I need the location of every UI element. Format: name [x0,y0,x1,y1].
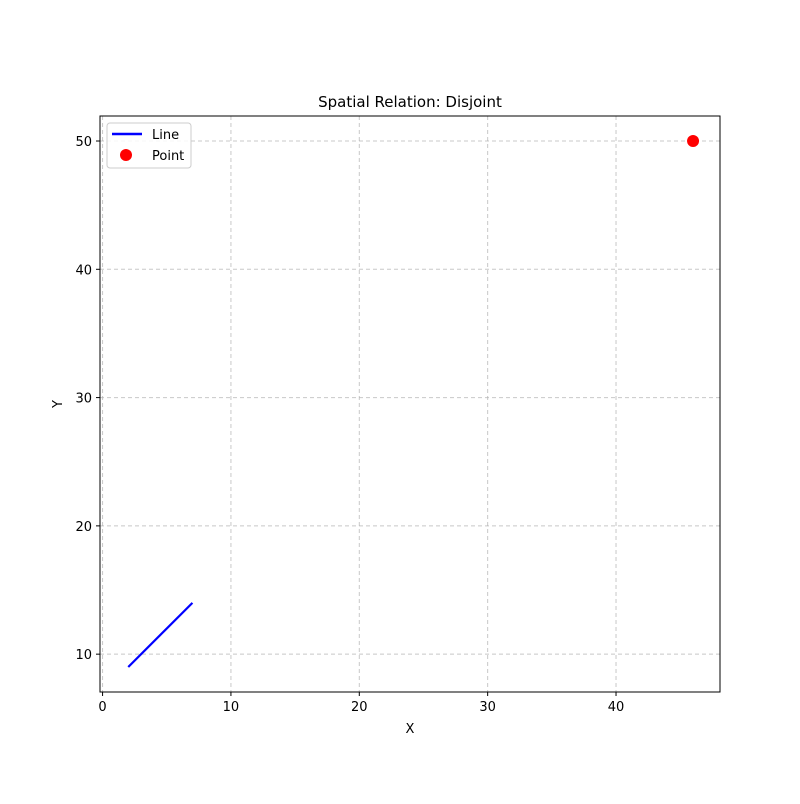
y-tick-label: 30 [75,392,92,407]
line-series [127,602,194,668]
x-tick-label: 30 [479,700,496,715]
point-marker [687,135,700,148]
x-axis-label: X [406,722,415,737]
y-tick-label: 40 [75,263,92,278]
y-tick-label: 50 [75,135,92,150]
chart-title: Spatial Relation: Disjoint [318,93,502,111]
legend-label-point: Point [152,149,184,164]
legend-point-swatch [120,149,132,161]
x-tick-label: 20 [351,700,368,715]
data-layer [127,135,700,668]
x-tick-label: 10 [223,700,240,715]
grid-layer [100,116,720,692]
y-axis-label: Y [51,400,66,409]
legend: Line Point [106,122,192,169]
x-tick-label: 40 [608,700,625,715]
plot-area [100,116,720,692]
plot-frame [99,115,721,693]
y-tick-label: 20 [75,520,92,535]
tick-layer: 0 10 20 30 40 10 20 30 40 50 [75,135,624,715]
y-tick-label: 10 [75,648,92,663]
legend-label-line: Line [152,128,179,143]
x-tick-label: 0 [98,700,106,715]
